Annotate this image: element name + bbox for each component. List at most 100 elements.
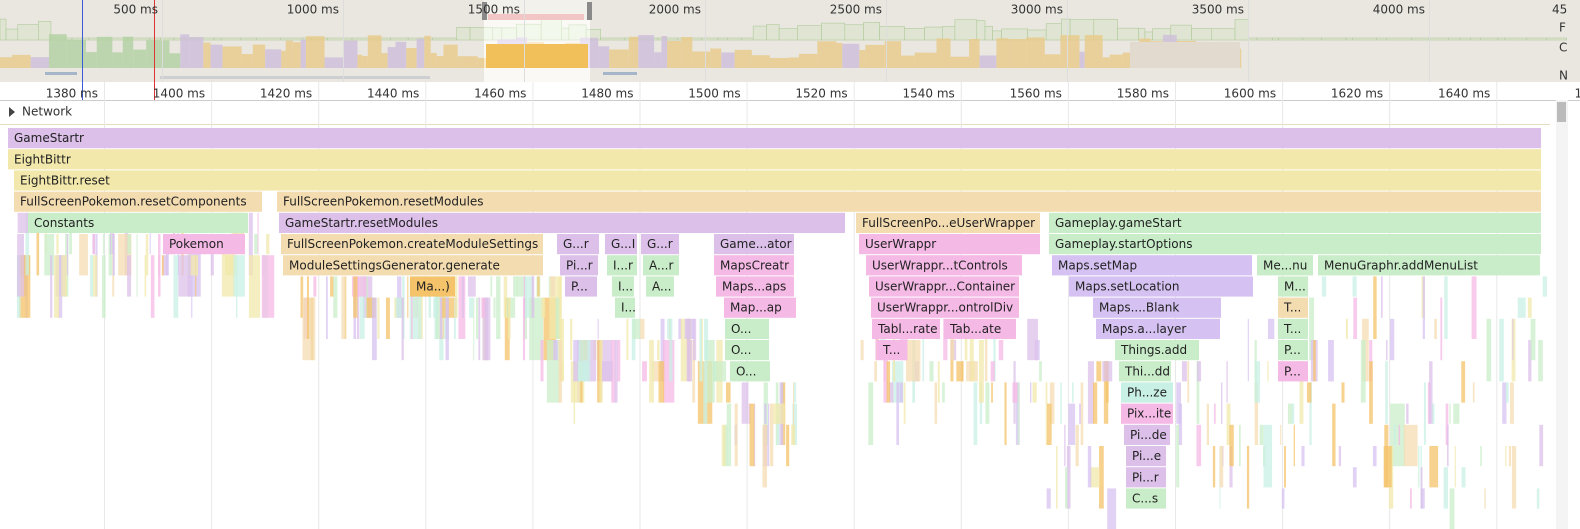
flame-bar[interactable] [1278, 340, 1308, 361]
cpu-area [324, 57, 344, 68]
flame-sliver [1306, 382, 1312, 403]
flame-bar[interactable] [28, 212, 248, 233]
flame-bar[interactable] [1121, 382, 1173, 403]
flame-sliver [473, 297, 475, 361]
flame-bar[interactable] [643, 255, 679, 276]
flame-sliver [984, 318, 988, 382]
scrollbar-thumb[interactable] [1557, 102, 1566, 122]
flame-bar[interactable] [1278, 297, 1308, 318]
flame-bar[interactable] [1049, 212, 1541, 233]
flame-bar[interactable] [565, 276, 597, 297]
flame-bar[interactable] [856, 212, 1040, 233]
flame-sliver [1313, 340, 1316, 382]
flame-bar[interactable] [1126, 467, 1166, 488]
cpu-area [343, 40, 358, 68]
flame-bar[interactable] [557, 234, 599, 255]
flame-bar[interactable] [1257, 255, 1313, 276]
cpu-area [817, 41, 837, 68]
flame-sliver [558, 340, 563, 403]
flame-bar[interactable] [14, 170, 1541, 191]
flame-label: G...I [611, 237, 635, 251]
flame-bar[interactable] [944, 318, 1016, 339]
flame-bar[interactable] [1093, 297, 1221, 318]
flame-bar[interactable] [279, 212, 845, 233]
flame-sliver [395, 297, 404, 318]
flame-bar[interactable] [859, 234, 1040, 255]
flame-sliver [961, 361, 964, 382]
flame-sliver [454, 297, 456, 318]
flame-bar[interactable] [14, 191, 262, 212]
flame-bar[interactable] [1119, 361, 1171, 382]
flame-bar[interactable] [1318, 255, 1540, 276]
flame-bar[interactable] [281, 234, 543, 255]
flame-bar[interactable] [1096, 318, 1220, 339]
cpu-area [681, 37, 693, 68]
flame-bar[interactable] [1124, 424, 1170, 445]
flame-sliver [969, 318, 974, 382]
flame-bar[interactable] [560, 255, 598, 276]
flame-bar[interactable] [871, 297, 1019, 318]
flame-sliver [888, 382, 894, 403]
flame-sliver [1352, 467, 1357, 488]
track-label: C [1559, 41, 1567, 55]
flame-bar[interactable] [615, 297, 635, 318]
flame-bar[interactable] [725, 318, 769, 339]
flame-sliver [904, 318, 908, 361]
flame-bar[interactable] [8, 149, 1541, 170]
flame-bar[interactable] [646, 276, 674, 297]
flame-sliver [1226, 403, 1231, 445]
expand-triangle[interactable] [9, 107, 15, 117]
flame-sliver [1196, 361, 1200, 424]
ruler-tick-label: 1600 ms [1224, 87, 1276, 101]
flame-label: Pi...e [1132, 449, 1161, 463]
flame-bar[interactable] [612, 276, 634, 297]
flame-bar[interactable] [716, 276, 794, 297]
flame-bar[interactable] [1049, 234, 1541, 255]
network-label[interactable]: Network [22, 105, 72, 119]
flame-bar[interactable] [8, 128, 1541, 149]
flame-bar[interactable] [410, 276, 455, 297]
flame-bar[interactable] [163, 234, 245, 255]
flame-sliver [127, 234, 131, 255]
flame-bar[interactable] [1052, 255, 1252, 276]
flame-bar[interactable] [277, 191, 1541, 212]
handle-left[interactable] [482, 2, 487, 20]
flame-bar[interactable] [283, 255, 543, 276]
flame-label: O... [731, 322, 751, 336]
flame-bar[interactable] [724, 297, 796, 318]
handle-right[interactable] [587, 2, 592, 20]
flame-label: Pokemon [169, 237, 224, 251]
flame-sliver [699, 318, 703, 382]
flame-bar[interactable] [1126, 446, 1166, 467]
flame-bar[interactable] [1278, 276, 1308, 297]
flame-bar[interactable] [1278, 361, 1308, 382]
flame-sliver [1196, 424, 1202, 467]
flame-sliver [481, 297, 486, 318]
flame-bar[interactable] [1069, 276, 1253, 297]
flame-sliver [475, 297, 479, 339]
flame-bar[interactable] [877, 340, 907, 361]
flame-bar[interactable] [869, 276, 1019, 297]
flame-bar[interactable] [714, 234, 794, 255]
flame-bar[interactable] [714, 255, 794, 276]
ruler-tick-label: 1460 ms [474, 87, 526, 101]
flame-bar[interactable] [1121, 403, 1173, 424]
flame-sliver [540, 340, 544, 382]
flame-bar[interactable] [730, 361, 770, 382]
flame-label: Pi...r [1132, 470, 1159, 484]
flame-bar[interactable] [872, 318, 940, 339]
flame-sliver [886, 361, 891, 403]
flame-bar[interactable] [605, 234, 637, 255]
flame-bar[interactable] [1115, 340, 1199, 361]
flame-bar[interactable] [607, 255, 637, 276]
flame-bar[interactable] [1126, 488, 1166, 509]
flame-bar[interactable] [1278, 318, 1308, 339]
flame-sliver [89, 255, 94, 297]
flame-sliver [1423, 382, 1426, 445]
flame-bar[interactable] [866, 255, 1022, 276]
flame-sliver [792, 382, 795, 445]
flame-sliver [1079, 403, 1081, 424]
flame-bar[interactable] [725, 340, 769, 361]
flame-bar[interactable] [641, 234, 679, 255]
flame-sliver [899, 382, 903, 403]
